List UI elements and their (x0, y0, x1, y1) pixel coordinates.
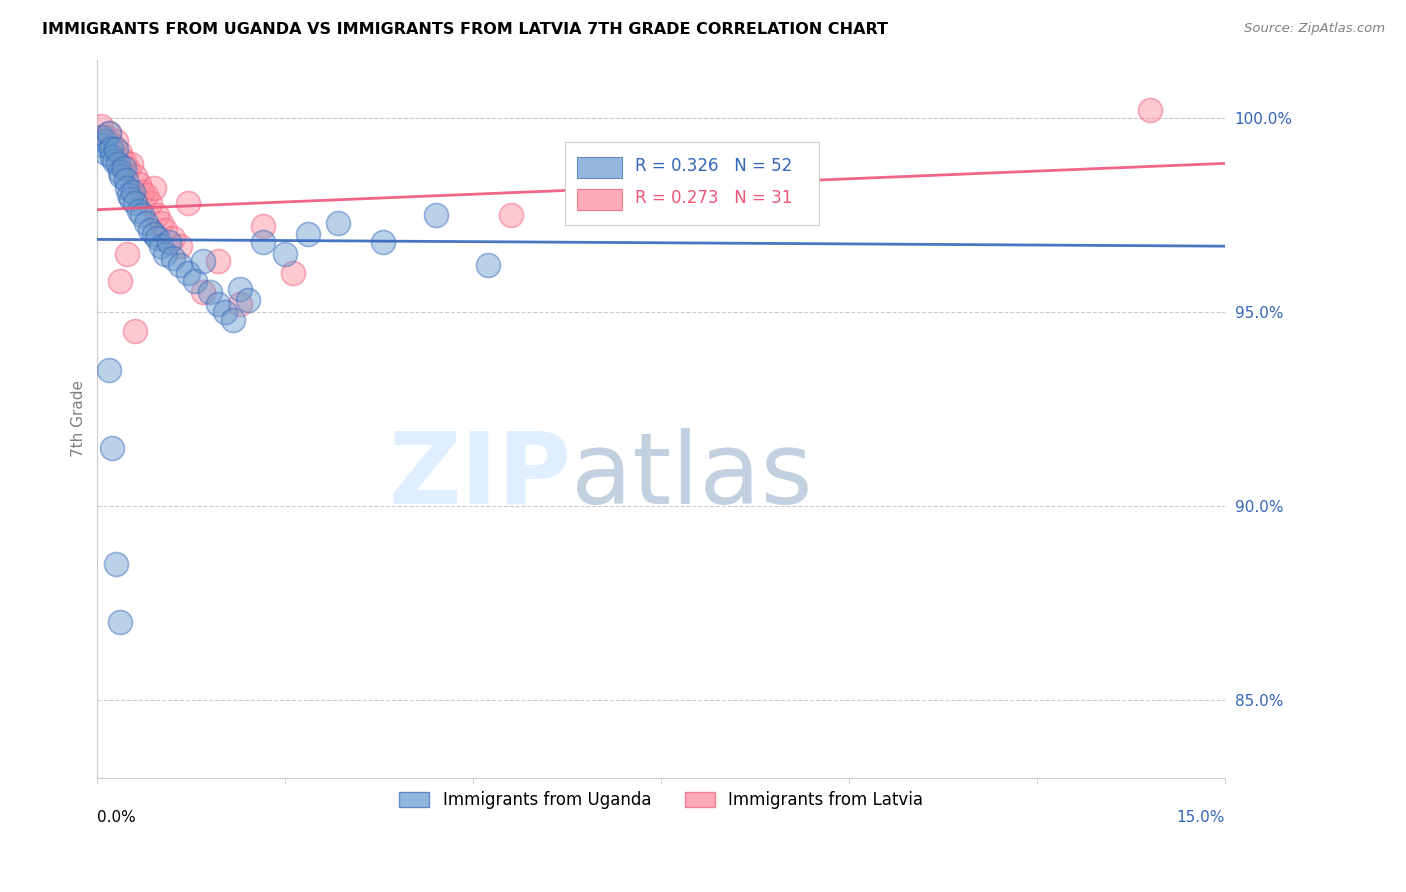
Text: R = 0.326   N = 52: R = 0.326 N = 52 (636, 157, 793, 175)
Point (281, 266, 304, 280)
Point (124, 196, 146, 211)
Point (229, 282, 252, 296)
Point (198, 285, 221, 300)
FancyBboxPatch shape (576, 156, 621, 178)
Point (139, 196, 162, 211)
Point (118, 188, 141, 202)
Point (115, 173, 138, 187)
FancyBboxPatch shape (565, 142, 818, 225)
Legend: Immigrants from Uganda, Immigrants from Latvia: Immigrants from Uganda, Immigrants from … (392, 785, 929, 816)
Point (93, 138, 115, 153)
Point (142, 180, 165, 194)
Point (162, 231, 184, 245)
Point (131, 208, 153, 222)
Text: R = 0.273   N = 31: R = 0.273 N = 31 (636, 189, 793, 207)
Point (128, 203, 150, 218)
Text: 0.0%: 0.0% (97, 810, 136, 825)
Point (252, 219, 274, 234)
Point (101, 150, 124, 164)
Point (207, 297, 229, 311)
Point (477, 258, 499, 272)
Point (120, 157, 142, 171)
Point (112, 153, 135, 168)
Point (108, 165, 131, 179)
Point (150, 216, 173, 230)
Point (90, 130, 112, 145)
Point (146, 231, 169, 245)
Point (101, 441, 124, 455)
Point (176, 196, 198, 211)
Point (90, 119, 112, 133)
Point (176, 266, 198, 280)
Point (425, 208, 447, 222)
Text: 15.0%: 15.0% (1177, 810, 1225, 825)
Point (135, 216, 157, 230)
Point (96, 145, 118, 160)
Point (326, 216, 349, 230)
Point (97, 126, 120, 140)
Point (214, 305, 236, 319)
Point (112, 161, 135, 176)
Point (169, 239, 191, 253)
Point (297, 227, 319, 242)
Point (107, 157, 129, 171)
Point (97, 363, 120, 377)
Point (110, 169, 132, 183)
Point (153, 223, 176, 237)
Point (371, 235, 394, 249)
Text: atlas: atlas (571, 427, 813, 524)
Point (117, 246, 139, 260)
Point (221, 312, 243, 326)
Point (105, 134, 128, 148)
Point (101, 138, 124, 153)
Point (499, 208, 522, 222)
Point (191, 254, 214, 268)
Point (1139, 103, 1161, 117)
Point (103, 153, 125, 168)
Point (162, 251, 184, 265)
Point (117, 180, 139, 194)
Point (108, 615, 131, 630)
Text: IMMIGRANTS FROM UGANDA VS IMMIGRANTS FROM LATVIA 7TH GRADE CORRELATION CHART: IMMIGRANTS FROM UGANDA VS IMMIGRANTS FRO… (42, 22, 889, 37)
Point (131, 185, 153, 199)
Point (274, 246, 297, 260)
Point (135, 188, 157, 202)
Point (122, 185, 145, 199)
Point (252, 235, 274, 249)
Point (120, 192, 142, 206)
Point (153, 246, 176, 260)
Point (139, 223, 162, 237)
Point (169, 258, 191, 272)
Point (229, 297, 252, 311)
Text: Source: ZipAtlas.com: Source: ZipAtlas.com (1244, 22, 1385, 36)
Point (207, 254, 229, 268)
Point (94, 130, 117, 145)
Point (94, 134, 117, 148)
Point (150, 239, 173, 253)
Point (142, 227, 165, 242)
Point (108, 274, 131, 288)
Point (108, 145, 131, 160)
Point (128, 177, 150, 191)
Point (100, 142, 122, 156)
Point (157, 235, 180, 249)
Point (105, 142, 128, 156)
Point (184, 274, 207, 288)
Point (124, 324, 146, 338)
Point (124, 169, 146, 183)
Point (672, 180, 695, 194)
Point (146, 208, 169, 222)
Point (97, 126, 120, 140)
Point (575, 196, 598, 211)
FancyBboxPatch shape (576, 189, 621, 211)
Point (105, 557, 128, 571)
Y-axis label: 7th Grade: 7th Grade (72, 380, 86, 457)
Point (191, 285, 214, 300)
Text: ZIP: ZIP (388, 427, 571, 524)
Point (117, 161, 139, 176)
Point (236, 293, 259, 308)
